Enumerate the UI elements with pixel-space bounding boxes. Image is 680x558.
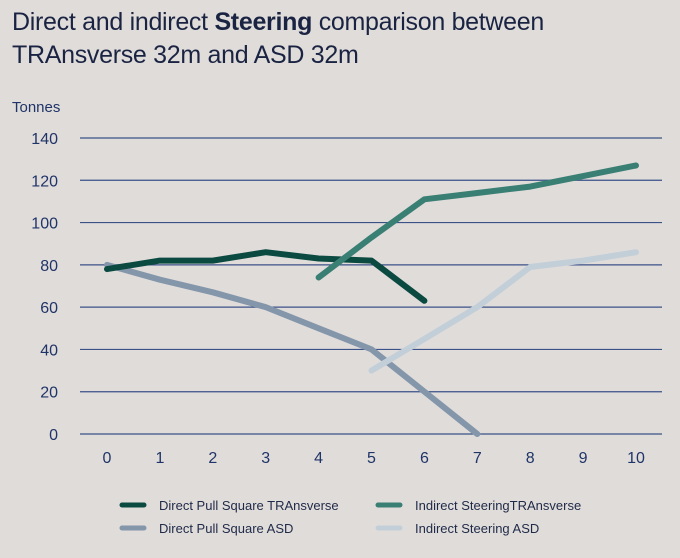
x-tick-label: 10 (627, 450, 645, 467)
x-tick-label: 0 (103, 450, 112, 467)
chart-title: Direct and indirect Steering comparison … (12, 6, 672, 72)
x-tick-label: 9 (579, 450, 588, 467)
series-line-1 (315, 162, 639, 281)
y-tick-label: 120 (31, 173, 58, 190)
gridlines (80, 137, 662, 435)
x-tick-label: 5 (367, 450, 376, 467)
y-tick-label: 140 (31, 131, 58, 148)
x-tick-label: 7 (473, 450, 482, 467)
series-lines (104, 162, 639, 437)
y-ticks: 0 20 40 60 80 100 120 140 (31, 131, 58, 444)
x-tick-label: 4 (314, 450, 323, 467)
title-suffix: comparison between TRAnsverse 32m and AS… (12, 8, 544, 69)
y-axis-label: Tonnes (12, 99, 60, 116)
y-tick-label: 100 (31, 216, 58, 233)
legend-label: Direct Pull Square TRAnsverse (159, 498, 339, 513)
series-line-2 (104, 261, 481, 437)
y-tick-label: 0 (49, 427, 58, 444)
x-tick-label: 2 (208, 450, 217, 467)
legend-label: Indirect Steering ASD (415, 521, 539, 536)
x-ticks: 0 1 2 3 4 5 6 7 8 9 10 (103, 450, 645, 467)
series-line-0 (104, 249, 428, 304)
legend-label: Indirect SteeringTRAnsverse (415, 498, 581, 513)
legend-label: Direct Pull Square ASD (159, 521, 293, 536)
legend-item: Direct Pull Square ASD (119, 521, 293, 536)
x-tick-label: 1 (155, 450, 164, 467)
y-tick-label: 20 (40, 385, 58, 402)
y-tick-label: 80 (40, 258, 58, 275)
series-line-3 (368, 249, 639, 374)
x-tick-label: 3 (261, 450, 270, 467)
legend: Direct Pull Square TRAnsverse Indirect St… (119, 498, 581, 536)
legend-item: Indirect Steering ASD (375, 521, 539, 536)
x-tick-label: 8 (526, 450, 535, 467)
title-bold: Steering (214, 8, 313, 36)
legend-item: Indirect SteeringTRAnsverse (375, 498, 581, 513)
x-tick-label: 6 (420, 450, 429, 467)
legend-item: Direct Pull Square TRAnsverse (119, 498, 339, 513)
title-prefix: Direct and indirect (12, 8, 215, 36)
y-tick-label: 40 (40, 342, 58, 359)
y-tick-label: 60 (40, 300, 58, 317)
